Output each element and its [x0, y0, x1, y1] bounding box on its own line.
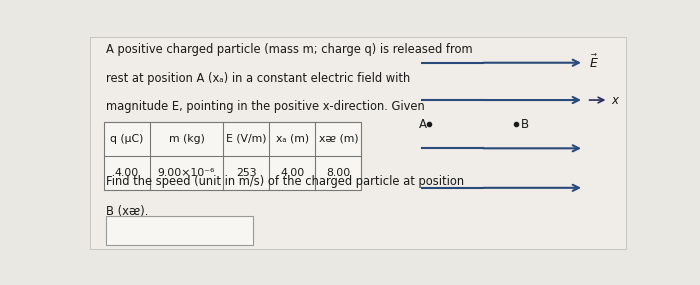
Text: xₐ (m): xₐ (m) — [276, 134, 309, 144]
Text: 9.00×10⁻⁶: 9.00×10⁻⁶ — [158, 168, 215, 178]
Text: 8.00: 8.00 — [326, 168, 351, 178]
Text: $\vec{E}$: $\vec{E}$ — [589, 54, 599, 71]
Text: $x$: $x$ — [611, 93, 620, 107]
Text: magnitude E, pointing in the positive x-direction. Given: magnitude E, pointing in the positive x-… — [106, 100, 425, 113]
Text: 4.00: 4.00 — [280, 168, 304, 178]
Text: m (kg): m (kg) — [169, 134, 204, 144]
Text: A: A — [419, 118, 426, 131]
Text: A positive charged particle (mass m; charge q) is released from: A positive charged particle (mass m; cha… — [106, 43, 473, 56]
Text: q (μC): q (μC) — [110, 134, 144, 144]
Bar — [104, 122, 361, 190]
Text: 4.00: 4.00 — [115, 168, 139, 178]
Text: 253: 253 — [236, 168, 256, 178]
FancyBboxPatch shape — [90, 38, 626, 249]
Text: B: B — [520, 118, 528, 131]
Text: xᴂ (m): xᴂ (m) — [318, 134, 358, 144]
Bar — [106, 216, 253, 245]
Text: rest at position A (xₐ) in a constant electric field with: rest at position A (xₐ) in a constant el… — [106, 72, 411, 85]
Text: Find the speed (unit in m/s) of the charged particle at position: Find the speed (unit in m/s) of the char… — [106, 175, 465, 188]
Text: E (V/m): E (V/m) — [226, 134, 267, 144]
Text: B (xᴂ).: B (xᴂ). — [106, 205, 149, 218]
